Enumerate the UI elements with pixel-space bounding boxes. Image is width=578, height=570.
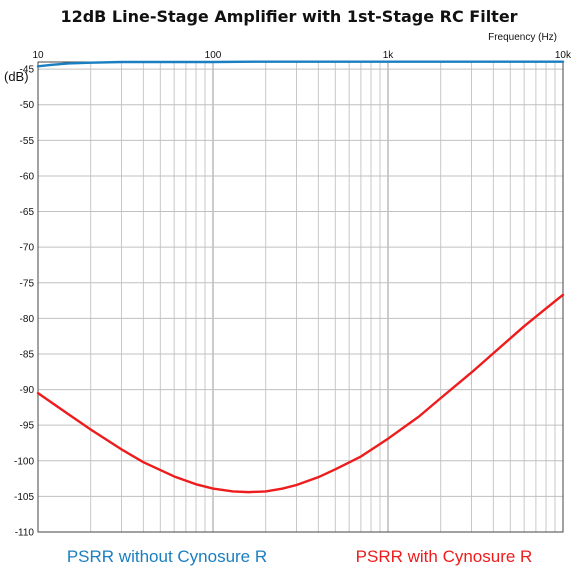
y-tick-label: -65: [20, 207, 35, 218]
y-tick-labels: -45 -50 -55 -60 -65 -70 -75 -80 -85 -90 -95 -100 -10…: [14, 65, 34, 539]
legend-entry-psrr-without: PSRR without Cynosure R: [67, 547, 267, 566]
series-line-1: [36, 293, 565, 494]
grid: [38, 62, 563, 533]
y-tick-label: -75: [20, 278, 35, 289]
y-tick-label: -70: [20, 243, 35, 254]
x-tick-label: 100: [205, 50, 222, 61]
plot-frame: [37, 61, 564, 533]
y-tick-label: -85: [20, 349, 35, 360]
series-layer: [36, 60, 565, 494]
y-tick-label: -50: [20, 100, 35, 111]
y-tick-label: -80: [20, 314, 35, 325]
y-tick-label: -100: [14, 456, 34, 467]
x-tick-label: 10: [32, 50, 44, 61]
y-tick-label: -60: [20, 171, 35, 182]
series-line-0: [36, 60, 565, 68]
chart-title: 12dB Line-Stage Amplifier with 1st-Stage…: [60, 7, 517, 26]
y-tick-label: -45: [20, 65, 35, 76]
x-axis-label: Frequency (Hz): [488, 32, 557, 43]
y-tick-label: -105: [14, 492, 34, 503]
y-tick-label: -110: [15, 528, 35, 539]
x-tick-labels: 10 100 1k 10k: [32, 50, 572, 61]
x-tick-label: 10k: [555, 50, 572, 61]
y-axis-label: (dB): [4, 69, 29, 84]
x-tick-label: 1k: [383, 50, 395, 61]
y-tick-label: -95: [20, 421, 35, 432]
legend-entry-psrr-with: PSRR with Cynosure R: [356, 547, 533, 566]
y-tick-label: -90: [20, 385, 35, 396]
y-tick-label: -55: [20, 136, 35, 147]
